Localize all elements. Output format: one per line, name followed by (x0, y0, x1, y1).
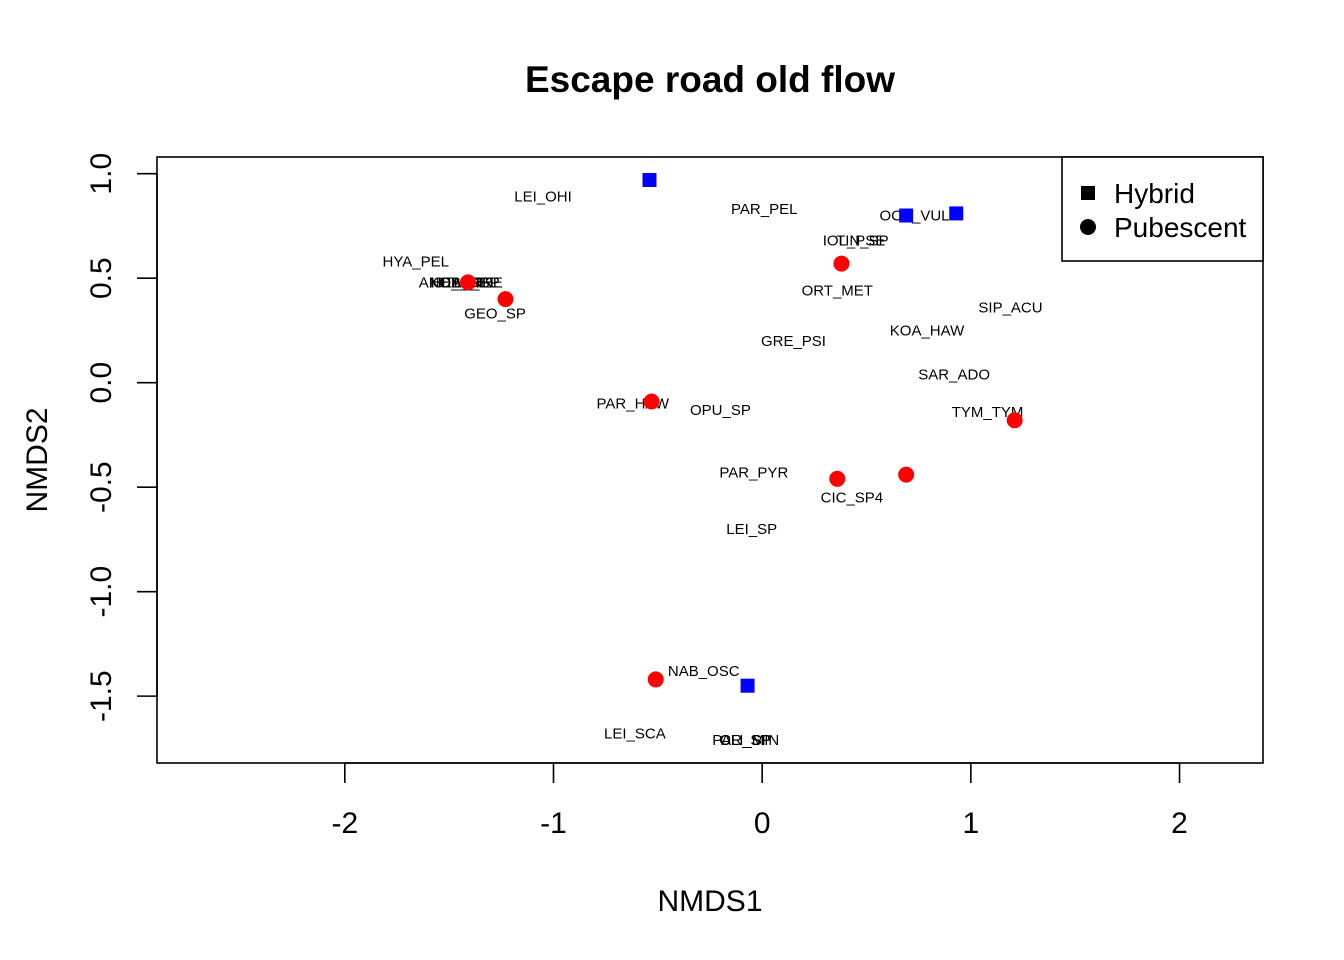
species-label: KOA_HAW (890, 322, 965, 339)
point-pubescent (833, 255, 850, 272)
x-axis: -2 -1 0 1 2 (331, 762, 1188, 840)
species-label: PAR_SP (712, 732, 770, 749)
y-tick-label: -1.5 (85, 670, 118, 722)
point-hybrid (949, 206, 964, 221)
species-label: LEI_SP (726, 521, 777, 538)
point-hybrid (899, 208, 914, 223)
x-axis-label: NMDS1 (657, 885, 762, 918)
x-tick-label: -1 (540, 807, 567, 840)
species-label: OPU_SP (690, 402, 751, 419)
legend: Hybrid Pubescent (1061, 156, 1264, 262)
legend-label-pubescent: Pubescent (1114, 212, 1247, 243)
species-label: NAB_OSC (668, 663, 740, 680)
species-label: TIN_SP (836, 233, 889, 250)
species-label: IOL_PSE (823, 233, 886, 250)
x-tick-label: 1 (963, 807, 980, 840)
species-label: HYA_PEL (383, 253, 449, 270)
species-label: OCE_VUL (879, 208, 949, 225)
species-label: TYM_TYM (952, 404, 1024, 421)
y-axis-label: NMDS2 (21, 407, 54, 512)
chart-title: Escape road old flow (525, 59, 895, 100)
y-axis: 1.0 0.5 0.0 -0.5 -1.0 -1.5 (85, 153, 158, 722)
legend-entry-hybrid: Hybrid (1081, 178, 1195, 209)
point-pubescent (647, 671, 664, 688)
species-label: PAR_PYR (719, 465, 788, 482)
species-label: CIC_SP4 (821, 490, 884, 507)
y-tick-label: -0.5 (85, 461, 118, 513)
species-label: LEI_SCA (604, 726, 666, 743)
species-label: OLI_SP (719, 732, 772, 749)
species-label: ORT_MET (802, 283, 873, 300)
x-tick-label: -2 (331, 807, 358, 840)
y-tick-label: 0.0 (85, 362, 118, 404)
legend-label-hybrid: Hybrid (1114, 178, 1195, 209)
legend-entry-pubescent: Pubescent (1080, 212, 1247, 243)
x-tick-label: 2 (1171, 807, 1188, 840)
point-hybrid (740, 678, 755, 693)
point-pubescent (459, 274, 476, 291)
species-label: SIP_ACU (978, 299, 1042, 316)
point-pubescent (829, 470, 846, 487)
y-tick-label: 0.5 (85, 257, 118, 299)
x-tick-label: 0 (754, 807, 771, 840)
point-pubescent (898, 466, 915, 483)
species-label: CLI_MIN (720, 732, 779, 749)
legend-box (1061, 156, 1264, 262)
point-pubescent (1006, 412, 1023, 429)
species-label: PAR_PEL (731, 201, 797, 218)
species-label: GEO_SP (464, 306, 526, 323)
legend-circle-marker (1080, 219, 1096, 235)
point-pubescent (643, 393, 660, 410)
legend-square-marker (1081, 186, 1095, 200)
species-label: LEI_OHI (514, 189, 572, 206)
y-tick-label: 1.0 (85, 153, 118, 195)
point-hybrid (642, 172, 657, 187)
y-tick-label: -1.0 (85, 566, 118, 618)
species-label: SAR_ADO (918, 366, 990, 383)
data-points (459, 172, 1023, 693)
point-pubescent (497, 291, 514, 308)
species-label: GRE_PSI (761, 333, 826, 350)
